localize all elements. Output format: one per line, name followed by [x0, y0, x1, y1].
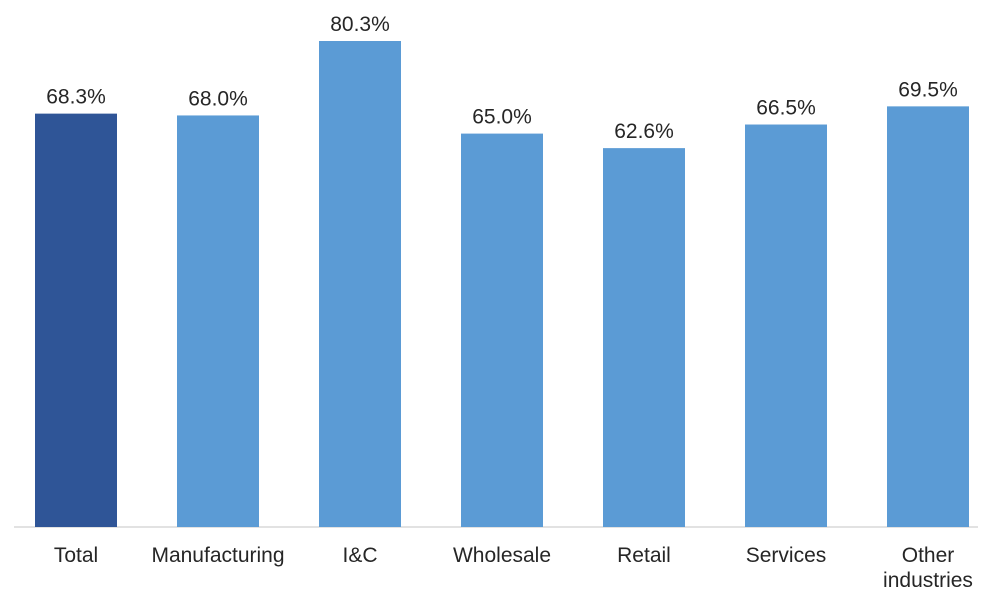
- value-labels-group: 68.3% 68.0% 80.3% 65.0% 62.6% 66.5% 69.5%: [46, 13, 958, 143]
- value-label-6: 69.5%: [898, 78, 958, 101]
- tick-label-4: Retail: [617, 544, 671, 567]
- tick-label-2: I&C: [342, 544, 377, 567]
- bar-3: [461, 133, 543, 527]
- bar-4: [603, 148, 685, 527]
- tick-label-6-line-0: Other: [902, 544, 955, 567]
- tick-labels-group: Total Manufacturing I&C Wholesale Retail Serv…: [54, 544, 973, 592]
- bars-group: [35, 41, 969, 528]
- tick-label-1: Manufacturing: [151, 544, 284, 567]
- tick-label-5: Services: [746, 544, 827, 567]
- bar-6: [887, 106, 969, 528]
- tick-label-0: Total: [54, 544, 98, 567]
- bar-2: [319, 41, 401, 527]
- tick-label-6-line-1: industries: [883, 569, 973, 592]
- value-label-3: 65.0%: [472, 106, 532, 129]
- bar-5: [745, 124, 827, 527]
- tick-label-3: Wholesale: [453, 544, 551, 567]
- value-label-1: 68.0%: [188, 87, 248, 110]
- bar-1: [177, 115, 259, 528]
- value-label-0: 68.3%: [46, 86, 106, 109]
- value-label-4: 62.6%: [614, 120, 674, 143]
- value-label-5: 66.5%: [756, 97, 816, 120]
- bar-0: [35, 113, 117, 527]
- value-label-2: 80.3%: [330, 13, 390, 36]
